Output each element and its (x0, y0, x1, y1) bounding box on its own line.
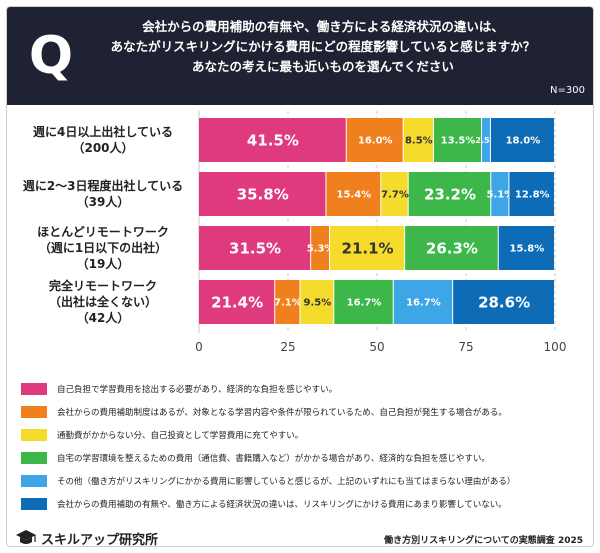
bar-value-label: 31.5% (229, 239, 281, 257)
bar-segment (199, 226, 311, 270)
bar-value-label: 18.0% (506, 136, 541, 147)
bar-segment (330, 226, 405, 270)
bar-value-label: 2.5% (475, 136, 497, 145)
question-line-3: あなたの考えに最も近いものを選んでください (192, 59, 454, 74)
bar-value-label: 21.4% (211, 293, 263, 311)
category-label-line: （19人） (76, 257, 130, 271)
bar-segment (381, 172, 408, 216)
q-icon: Q (29, 26, 73, 85)
category-label-line: （出社は全くない） (48, 295, 157, 309)
x-tick-label: 25 (280, 340, 295, 354)
bar-segment (199, 172, 326, 216)
legend-swatch (21, 498, 47, 510)
category-label-line: 週に2～3日程度出社している (22, 179, 184, 193)
bar-value-label: 15.8% (510, 244, 545, 255)
legend-item: 会社からの費用補助の有無や、働き方による経済状況の違いは、リスキリングにかける費… (21, 496, 507, 512)
question-header: Q 会社からの費用補助の有無や、働き方による経済状況の違いは、 あなたがリスキリ… (7, 7, 593, 105)
survey-card: Q 会社からの費用補助の有無や、働き方による経済状況の違いは、 あなたがリスキリ… (6, 6, 594, 547)
bar-value-label: 13.5% (441, 136, 476, 147)
x-tick-label: 100 (544, 340, 567, 354)
bar-value-label: 28.6% (478, 293, 530, 311)
bar-segment (509, 172, 554, 216)
x-tick-label: 50 (369, 340, 384, 354)
legend-label: 会社からの費用補助制度はあるが、対象となる学習内容や条件が限られているため、自己… (57, 408, 507, 418)
category-label-line: （39人） (76, 195, 130, 209)
bar-value-label: 7.7% (381, 190, 409, 201)
bar-value-label: 23.2% (424, 185, 476, 203)
bar-value-label: 7.1% (274, 298, 302, 309)
legend-item: 会社からの費用補助制度はあるが、対象となる学習内容や条件が限られているため、自己… (21, 404, 507, 420)
bar-segment (326, 172, 381, 216)
bar-value-label: 21.1% (342, 239, 394, 257)
legend-label: 自己負担で学習費用を捻出する必要があり、経済的な負担を感じやすい。 (57, 385, 338, 395)
legend-label: 自宅の学習環境を整えるための費用（通信費、書籍購入など）がかかる場合があり、経済… (57, 454, 490, 464)
bar-segment (346, 118, 403, 162)
bar-segment (199, 118, 346, 162)
category-label-line: 完全リモートワーク (48, 279, 157, 293)
category-label: 週に2～3日程度出社している （39人） (13, 178, 193, 210)
logo-text: スキルアップ研究所 (41, 532, 159, 547)
bar-segment (453, 280, 554, 324)
bar-segment (433, 118, 482, 162)
bar-value-label: 35.8% (237, 185, 289, 203)
bar-segment (199, 280, 275, 324)
bar-value-label: 16.7% (347, 298, 382, 309)
question-text: 会社からの費用補助の有無や、働き方による経済状況の違いは、 あなたがリスキリング… (103, 17, 543, 77)
category-label-line: （200人） (72, 141, 134, 155)
category-label-line: ほとんどリモートワーク (37, 225, 169, 239)
question-line-1: 会社からの費用補助の有無や、働き方による経済状況の違いは、 (142, 19, 504, 34)
x-tick-label: 0 (195, 340, 203, 354)
legend-item: 自宅の学習環境を整えるための費用（通信費、書籍購入など）がかかる場合があり、経済… (21, 450, 490, 466)
brand-logo: スキルアップ研究所 (15, 528, 159, 547)
bar-segment (482, 118, 490, 162)
legend-label: 会社からの費用補助の有無や、働き方による経済状況の違いは、リスキリングにかける費… (57, 500, 507, 510)
bar-value-label: 5.1% (486, 190, 514, 201)
bar-value-label: 16.7% (406, 298, 441, 309)
category-label: 完全リモートワーク （出社は全くない） （42人） (13, 278, 193, 326)
legend-swatch (21, 406, 47, 418)
bar-segment (275, 280, 300, 324)
bar-segment (408, 172, 491, 216)
sample-size: N=300 (550, 85, 585, 96)
bar-value-label: 8.5% (405, 136, 433, 147)
question-line-2: あなたがリスキリングにかける費用にどの程度影響していると感じますか？ (110, 39, 536, 54)
legend-item: 自己負担で学習費用を捻出する必要があり、経済的な負担を感じやすい。 (21, 381, 337, 397)
bar-value-label: 9.5% (304, 298, 332, 309)
bar-segment (490, 118, 554, 162)
legend-swatch (21, 475, 47, 487)
legend-label: その他（働き方がリスキリングにかかる費用に影響していると感じるが、上記のいずれに… (57, 477, 516, 487)
bar-value-label: 12.8% (515, 190, 550, 201)
bar-segment (498, 226, 554, 270)
legend-label: 通勤費がかからない分、自己投資として学習費用に充てやすい。 (57, 431, 304, 441)
category-label-line: （42人） (76, 311, 130, 325)
bar-value-label: 16.0% (358, 136, 393, 147)
bar-segment (403, 118, 433, 162)
legend-item: その他（働き方がリスキリングにかかる費用に影響していると感じるが、上記のいずれに… (21, 473, 515, 489)
bar-segment (405, 226, 498, 270)
legend-item: 通勤費がかからない分、自己投資として学習費用に充てやすい。 (21, 427, 303, 443)
bar-value-label: 41.5% (247, 131, 299, 149)
category-label-line: 週に4日以上出社している (33, 125, 173, 139)
survey-source: 働き方別リスキリングについての実態調査 2025 (384, 536, 583, 546)
bar-segment (393, 280, 453, 324)
bar-segment (334, 280, 393, 324)
category-label: ほとんどリモートワーク （週に1日以下の出社） （19人） (13, 224, 193, 272)
legend-swatch (21, 383, 47, 395)
graduation-cap-icon (16, 530, 36, 544)
bar-segment (491, 172, 509, 216)
category-label-line: （週に1日以下の出社） (38, 241, 168, 255)
bar-segment (300, 280, 334, 324)
chart-plot: 0 25 50 75 100 41.5% 16.0% 8.5% 13.5% 2.5% 18.0% 35… (195, 111, 567, 354)
category-label: 週に4日以上出社している （200人） (13, 124, 193, 156)
bar-value-label: 26.3% (426, 239, 478, 257)
x-tick-label: 75 (458, 340, 473, 354)
q-letter: Q (29, 26, 73, 85)
legend-swatch (21, 429, 47, 441)
legend-swatch (21, 452, 47, 464)
stacked-bar-chart: 週に4日以上出社している （200人） 週に2～3日程度出社している （39人） ほとん… (7, 111, 593, 363)
bar-value-label: 5.3% (307, 244, 335, 255)
bar-segment (311, 226, 330, 270)
bar-value-label: 15.4% (337, 190, 372, 201)
